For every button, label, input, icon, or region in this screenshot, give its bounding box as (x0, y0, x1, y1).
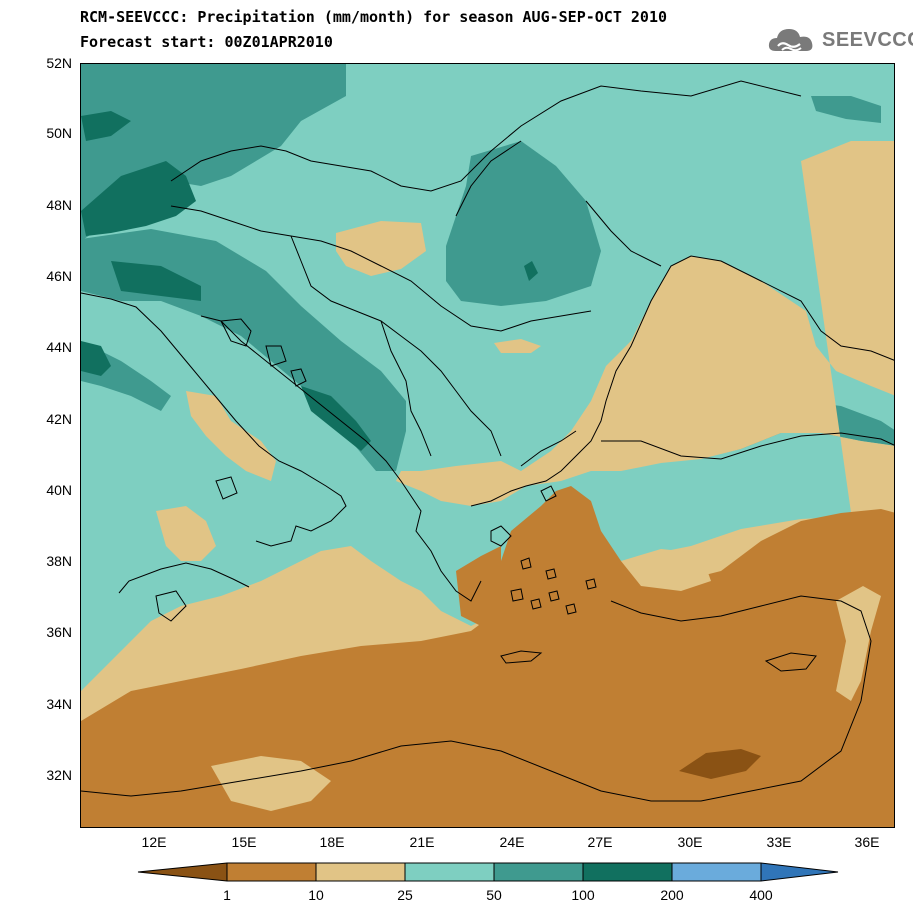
band-100-200-alps (111, 261, 201, 301)
band-10-25-italy-east (186, 391, 276, 481)
colorbar-segment-gt400 (761, 863, 838, 881)
lon-label-15e: 15E (231, 834, 257, 850)
lon-label-12e: 12E (141, 834, 167, 850)
lon-label-21e: 21E (409, 834, 435, 850)
country-borders (81, 80, 894, 802)
island-outlines (155, 318, 817, 672)
lon-label-18e: 18E (319, 834, 345, 850)
seevccc-logo: SEEVCCC (766, 24, 913, 56)
lat-label-34n: 34N (46, 696, 72, 712)
band-50-100-carpathians (446, 141, 601, 306)
lat-label-36n: 36N (46, 624, 72, 640)
band-1-10-south (81, 486, 894, 827)
band-50-100-ukraine-north (811, 96, 881, 123)
colorbar-label-50: 50 (486, 887, 502, 903)
band-100-200-bavaria (81, 161, 196, 236)
band-100-200-north (81, 111, 131, 141)
band-100-200-montenegro (301, 386, 371, 451)
lat-label-40n: 40N (46, 482, 72, 498)
band-10-25-turkey-inner (621, 549, 711, 591)
band-100-200-romania-spot (524, 261, 538, 281)
colorbar-segment-10-25 (316, 863, 405, 881)
lat-label-52n: 52N (46, 55, 72, 71)
lat-label-50n: 50N (46, 125, 72, 141)
lon-label-27e: 27E (587, 834, 613, 850)
band-10-25-levant-inner (836, 586, 881, 701)
lat-label-42n: 42N (46, 411, 72, 427)
colorbar-segment-lt1 (138, 863, 227, 881)
band-10-25-sardinia (156, 506, 216, 561)
colorbar-label-1: 1 (223, 887, 231, 903)
colorbar-label-400: 400 (749, 887, 773, 903)
colorbar-label-100: 100 (571, 887, 595, 903)
colorbar-label-25: 25 (397, 887, 413, 903)
lon-label-30e: 30E (677, 834, 703, 850)
band-100-200-po-spot (81, 341, 111, 376)
forecast-start-label: Forecast start: 00Z01APR2010 (80, 33, 333, 51)
lon-label-36e: 36E (854, 834, 880, 850)
band-10-25-bulgaria-spot (494, 339, 541, 353)
colorbar (137, 862, 839, 882)
logo-text: SEEVCCC (822, 28, 913, 51)
band-lt1-egypt-spot (679, 749, 761, 779)
colorbar-segment-200-400 (672, 863, 761, 881)
lon-label-24e: 24E (499, 834, 525, 850)
colorbar-dividers (226, 863, 762, 881)
colorbar-label-10: 10 (308, 887, 324, 903)
colorbar-segment-1-10 (227, 863, 316, 881)
colorbar-segment-50-100 (494, 863, 583, 881)
cloud-icon (768, 29, 813, 52)
colorbar-segment-25-50 (405, 863, 494, 881)
lat-label-46n: 46N (46, 268, 72, 284)
lat-label-44n: 44N (46, 339, 72, 355)
colorbar-segment-100-200 (583, 863, 672, 881)
lon-label-33e: 33E (766, 834, 792, 850)
lat-label-48n: 48N (46, 197, 72, 213)
colorbar-label-200: 200 (660, 887, 684, 903)
lat-label-32n: 32N (46, 767, 72, 783)
map-canvas (81, 64, 894, 827)
lat-label-38n: 38N (46, 553, 72, 569)
precipitation-map (80, 63, 895, 828)
band-10-25-hungary (336, 221, 426, 276)
chart-title: RCM-SEEVCCC: Precipitation (mm/month) fo… (80, 8, 667, 26)
band-10-25-libya-inner (211, 756, 331, 811)
